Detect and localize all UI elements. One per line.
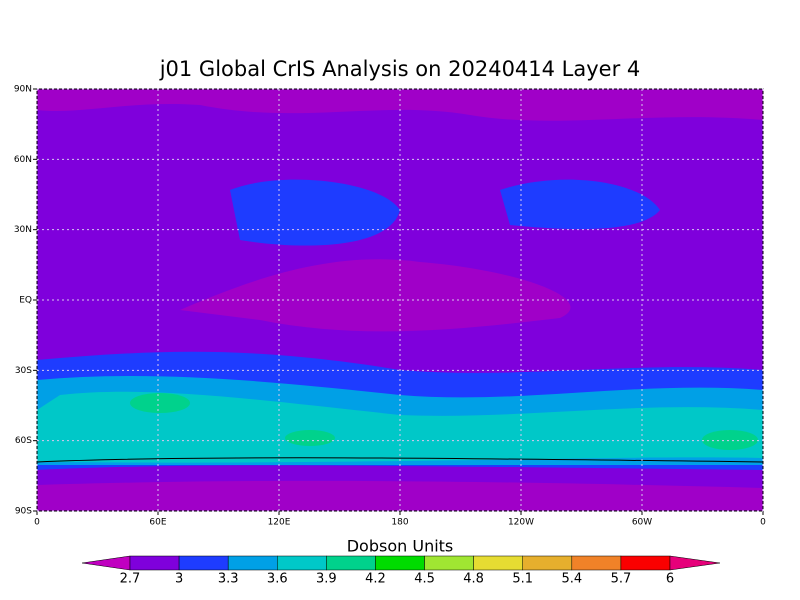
- field-region: [37, 391, 763, 463]
- y-tick-label: 90N: [14, 85, 32, 95]
- x-tick-label: 120E: [268, 518, 291, 528]
- colorbar-tick-label: 3: [175, 572, 183, 587]
- colorbar-segment: [129, 555, 180, 571]
- x-tick-label: 60W: [632, 518, 652, 528]
- x-tick-label: 180: [391, 518, 408, 528]
- colorbar-tick-label: 4.8: [463, 572, 484, 587]
- y-tick-label: 30N: [14, 225, 32, 235]
- y-tick-label: 30S: [15, 366, 32, 376]
- coastline: [36, 457, 764, 463]
- field-region: [180, 259, 571, 332]
- x-tick-label: 0: [760, 518, 766, 528]
- y-tick-label: 90S: [15, 507, 32, 517]
- colorbar-segment: [571, 555, 622, 571]
- colorbar-segment: [178, 555, 229, 571]
- colorbar-tick-label: 3.9: [316, 572, 337, 587]
- colorbar-tick-label: 4.2: [365, 572, 386, 587]
- colorbar-tick-label: 5.1: [512, 572, 533, 587]
- field-region: [500, 179, 660, 230]
- colorbar-tick-label: 3.3: [218, 572, 239, 587]
- colorbar-tick-label: 3.6: [267, 572, 288, 587]
- y-tick-label: EQ: [19, 296, 32, 306]
- y-tick-label: 60S: [15, 436, 32, 446]
- colorbar-segment: [620, 555, 671, 571]
- field-region: [230, 179, 400, 246]
- colorbar-segment: [277, 555, 327, 571]
- colorbar-segment: [424, 555, 474, 571]
- x-tick-label: 120W: [508, 518, 534, 528]
- colorbar-segment: [375, 555, 425, 571]
- colorbar-tick-label: 6: [666, 572, 674, 587]
- colorbar-tick-label: 2.7: [120, 572, 141, 587]
- colorbar-label: Dobson Units: [347, 537, 454, 556]
- x-tick-label: 0: [34, 518, 40, 528]
- colorbar-low-end: [81, 555, 131, 571]
- chart-title: j01 Global CrIS Analysis on 20240414 Lay…: [159, 57, 641, 81]
- colorbar-segment: [326, 555, 376, 571]
- colorbar-high-end: [669, 555, 721, 571]
- colorbar-segment: [473, 555, 523, 571]
- colorbar-segment: [227, 555, 278, 571]
- colorbar-segment: [522, 555, 573, 571]
- field-region: [285, 430, 335, 446]
- x-tick-label: 60E: [149, 518, 166, 528]
- colorbar-tick-label: 5.4: [561, 572, 582, 587]
- colorbar-tick-label: 5.7: [611, 572, 632, 587]
- field-region: [130, 393, 190, 413]
- field-region: [702, 430, 758, 450]
- y-tick-label: 60N: [14, 155, 32, 165]
- colorbar-tick-label: 4.5: [414, 572, 435, 587]
